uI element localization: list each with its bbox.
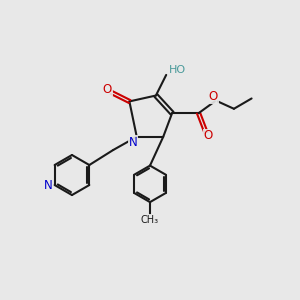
Text: N: N	[44, 178, 52, 191]
Text: HO: HO	[169, 65, 186, 76]
Text: O: O	[209, 91, 218, 103]
Text: O: O	[103, 82, 112, 95]
Text: N: N	[129, 136, 138, 148]
Text: O: O	[204, 129, 213, 142]
Text: CH₃: CH₃	[141, 215, 159, 225]
